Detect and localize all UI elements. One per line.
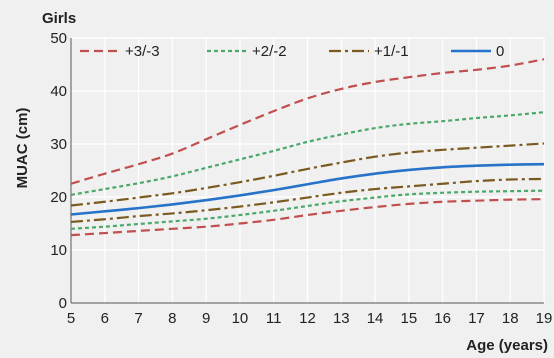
legend-label-3: 0 bbox=[496, 43, 504, 60]
x-tick-label-17: 17 bbox=[468, 310, 485, 327]
y-tick-label-20: 20 bbox=[50, 189, 67, 206]
x-tick-label-18: 18 bbox=[502, 310, 519, 327]
y-tick-label-40: 40 bbox=[50, 83, 67, 100]
x-tick-label-8: 8 bbox=[168, 310, 176, 327]
x-axis-label: Age (years) bbox=[466, 337, 548, 354]
x-tick-label-16: 16 bbox=[434, 310, 451, 327]
x-tick-label-15: 15 bbox=[401, 310, 418, 327]
y-tick-label-30: 30 bbox=[50, 136, 67, 153]
x-tick-label-5: 5 bbox=[67, 310, 75, 327]
x-tick-label-14: 14 bbox=[367, 310, 384, 327]
x-tick-label-9: 9 bbox=[202, 310, 210, 327]
x-tick-label-13: 13 bbox=[333, 310, 350, 327]
x-tick-label-10: 10 bbox=[232, 310, 249, 327]
grid-layer bbox=[71, 38, 544, 303]
y-axis-label: MUAC (cm) bbox=[14, 108, 31, 189]
x-tick-label-19: 19 bbox=[536, 310, 553, 327]
legend-label-1: +2/-2 bbox=[252, 43, 287, 60]
y-tick-label-10: 10 bbox=[50, 242, 67, 259]
x-tick-label-12: 12 bbox=[299, 310, 316, 327]
legend-label-2: +1/-1 bbox=[374, 43, 409, 60]
x-tick-label-7: 7 bbox=[134, 310, 142, 327]
chart-title: Girls bbox=[42, 10, 76, 27]
y-tick-label-50: 50 bbox=[50, 30, 67, 47]
y-tick-label-0: 0 bbox=[59, 295, 67, 312]
x-tick-label-11: 11 bbox=[266, 310, 282, 327]
legend-label-0: +3/-3 bbox=[125, 43, 160, 60]
axes-layer: 0 10 20 30 40 50 5 6 7 8 9 10 11 12 13 14 15 16 17 18 19 bbox=[50, 30, 552, 327]
legend-layer: +3/-3 +2/-2 +1/-1 0 bbox=[80, 43, 504, 60]
x-tick-label-6: 6 bbox=[101, 310, 109, 327]
